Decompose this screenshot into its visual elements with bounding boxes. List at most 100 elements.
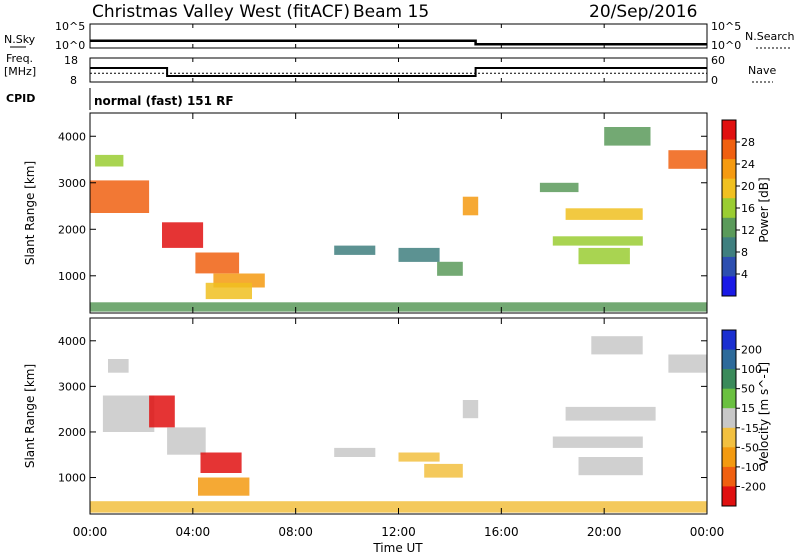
power-colorbar-band	[722, 120, 736, 141]
power-ytick-label: 4000	[58, 130, 86, 143]
nave-ytick-top: 60	[711, 54, 725, 67]
power-region	[90, 180, 150, 213]
velocity-ytick-label: 2000	[58, 426, 86, 439]
velocity-colorbar-band	[722, 466, 736, 487]
power-ytick-label: 3000	[58, 177, 86, 190]
velocity-colorbar-band	[722, 369, 736, 390]
velocity-region	[668, 354, 707, 373]
power-colorbar-tick-label: 8	[741, 246, 748, 259]
power-ytick-label: 2000	[58, 223, 86, 236]
power-region	[539, 182, 579, 193]
freq-unit-label: [MHz]	[4, 65, 36, 78]
velocity-region	[398, 452, 440, 462]
x-tick-label: 00:00	[73, 525, 108, 539]
velocity-yaxis: 1000 2000 3000 4000	[58, 335, 707, 485]
power-yaxis: 1000 2000 3000 4000	[58, 130, 707, 283]
velocity-colorbar-tick-label: 50	[741, 383, 755, 396]
power-ytick-label: 1000	[58, 270, 86, 283]
velocity-colorbar-band	[722, 330, 736, 351]
velocity-region	[462, 400, 479, 419]
power-colorbar-tick-label: 28	[741, 136, 755, 149]
x-tick-label: 20:00	[587, 525, 622, 539]
power-colorbar-band	[722, 256, 736, 277]
velocity-ytick-label: 3000	[58, 380, 86, 393]
velocity-region	[149, 395, 175, 428]
velocity-colorbar-tick-label: 15	[741, 402, 755, 415]
freq-series	[90, 67, 707, 77]
velocity-colorbar-label: Velocity [m s^-1]	[757, 362, 771, 466]
power-colorbar-band	[722, 178, 736, 199]
power-region	[398, 247, 440, 262]
date-label: 20/Sep/2016	[589, 2, 697, 22]
power-colorbar-band	[722, 276, 736, 297]
power-colorbar-tick-label: 16	[741, 202, 755, 215]
x-tick-label: 04:00	[176, 525, 211, 539]
velocity-colorbar-band	[722, 447, 736, 468]
power-region	[195, 252, 240, 274]
velocity-region	[198, 477, 250, 496]
velocity-ytick-label: 1000	[58, 472, 86, 485]
nsearch-label: N.Search	[745, 30, 795, 43]
velocity-region	[578, 457, 643, 476]
x-tick-label: 08:00	[278, 525, 313, 539]
velocity-colorbar-frame	[721, 329, 737, 507]
x-tick-label: 16:00	[484, 525, 519, 539]
power-region	[578, 247, 630, 265]
power-region	[162, 222, 204, 248]
velocity-region	[334, 447, 376, 457]
velocity-colorbar-band	[722, 408, 736, 429]
nsearch-ytick-top: 10^5	[711, 20, 741, 33]
beam-label: Beam 15	[353, 2, 429, 22]
power-ylabel: Slant Range [km]	[23, 161, 37, 265]
power-region	[462, 196, 479, 216]
power-colorbar-tick-label: 20	[741, 180, 755, 193]
power-colorbar-band	[722, 139, 736, 160]
velocity-region	[102, 395, 155, 432]
x-tick-label: 12:00	[381, 525, 416, 539]
velocity-colorbar-tick-label: -200	[741, 480, 766, 493]
velocity-region	[565, 406, 656, 421]
velocity-colorbar-band	[722, 486, 736, 507]
power-colorbar-band	[722, 159, 736, 180]
nave-ytick-bottom: 0	[711, 74, 718, 87]
velocity-region	[200, 452, 242, 473]
nsky-ytick-top: 10^5	[55, 20, 85, 33]
power-region	[604, 127, 651, 146]
nave-label: Nave	[748, 64, 776, 77]
velocity-colorbar-tick-label: 200	[741, 344, 762, 357]
power-region	[565, 208, 643, 220]
nsky-series	[90, 39, 707, 46]
velocity-region	[108, 359, 129, 373]
power-region	[90, 302, 707, 312]
velocity-ylabel: Slant Range [km]	[23, 364, 37, 468]
velocity-region	[591, 336, 643, 355]
nsky-ytick-bottom: 10^0	[55, 39, 85, 52]
power-region	[95, 154, 124, 167]
velocity-colorbar-tick-label: -50	[741, 441, 759, 454]
velocity-colorbar-tick-label: -100	[741, 461, 766, 474]
velocity-heatmap	[90, 336, 707, 513]
velocity-colorbar-band	[722, 349, 736, 370]
power-colorbar-tick-label: 12	[741, 224, 755, 237]
nsky-series-line	[90, 39, 707, 46]
power-region	[205, 282, 252, 300]
velocity-region	[90, 501, 707, 513]
velocity-region	[552, 436, 643, 448]
power-region	[334, 245, 376, 255]
power-heatmap	[90, 127, 707, 312]
cpid-label: CPID	[6, 92, 35, 105]
x-tick-label: 00:00	[690, 525, 725, 539]
freq-ytick-top: 18	[64, 54, 78, 67]
power-colorbar: 4 8 12 16 20 24 28	[721, 119, 755, 297]
velocity-colorbar-band	[722, 388, 736, 409]
power-region	[437, 261, 463, 276]
freq-ytick-bottom: 8	[70, 74, 77, 87]
x-axis: 00:00 04:00 08:00 12:00 16:00 20:00 00:00	[73, 24, 725, 539]
power-colorbar-tick-label: 24	[741, 158, 755, 171]
velocity-region	[167, 427, 206, 455]
velocity-colorbar-tick-label: 100	[741, 363, 762, 376]
power-colorbar-band	[722, 237, 736, 258]
velocity-colorbar: 200 100 50 15 -15 -50 -100 -200	[721, 329, 766, 507]
velocity-colorbar-tick-label: -15	[741, 422, 759, 435]
